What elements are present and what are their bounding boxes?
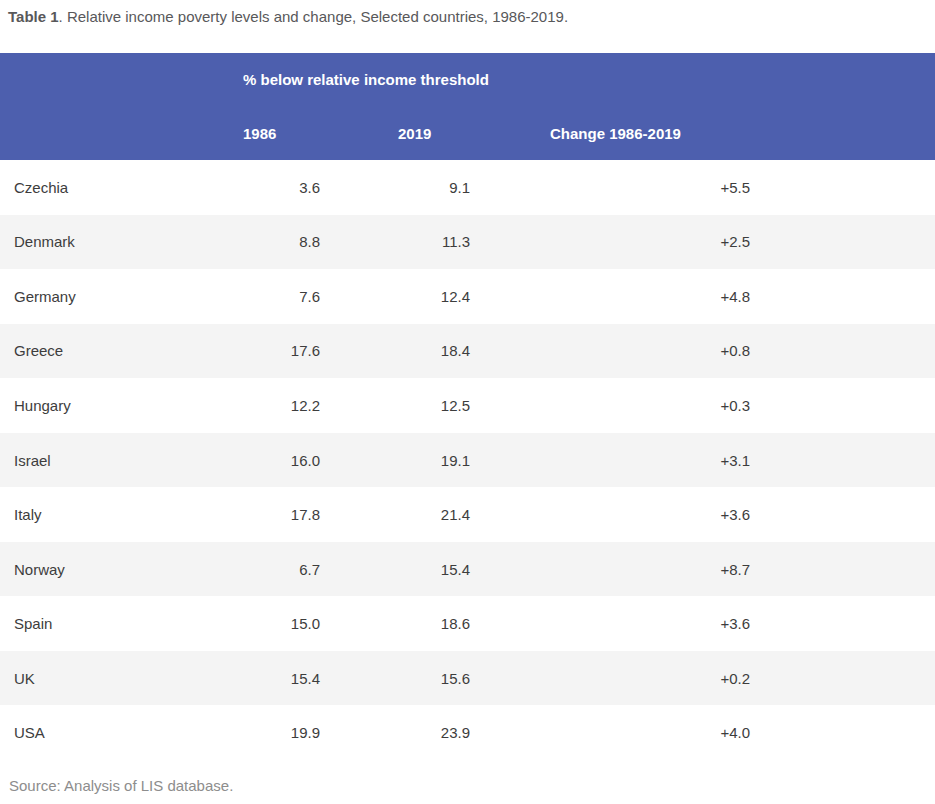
table-body: Czechia3.69.1+5.5Denmark8.811.3+2.5Germa… (0, 160, 935, 760)
table-row: USA19.923.9+4.0 (0, 705, 935, 760)
table-row: Italy17.821.4+3.6 (0, 487, 935, 542)
table-row: Germany7.612.4+4.8 (0, 269, 935, 324)
col-header-1986: 1986 (243, 125, 398, 142)
country-cell: Norway (0, 561, 243, 578)
country-cell: Hungary (0, 397, 243, 414)
table-row: UK15.415.6+0.2 (0, 651, 935, 706)
table-title-prefix: Table 1 (8, 8, 59, 25)
table-row: Spain15.018.6+3.6 (0, 596, 935, 651)
country-cell: Germany (0, 288, 243, 305)
table-row: Denmark8.811.3+2.5 (0, 215, 935, 270)
value-2019-cell: 23.9 (398, 724, 550, 741)
table-header-group-row: % below relative income threshold (0, 53, 935, 106)
table-title-text: . Relative income poverty levels and cha… (59, 8, 568, 25)
value-1986-cell: 15.0 (243, 615, 398, 632)
change-cell: +4.0 (550, 724, 935, 741)
value-1986-cell: 7.6 (243, 288, 398, 305)
country-cell: Italy (0, 506, 243, 523)
value-2019-cell: 18.4 (398, 342, 550, 359)
table-header-columns-row: 1986 2019 Change 1986-2019 (0, 106, 935, 160)
value-1986-cell: 8.8 (243, 233, 398, 250)
col-header-change: Change 1986-2019 (550, 125, 935, 142)
change-cell: +3.6 (550, 506, 935, 523)
country-cell: USA (0, 724, 243, 741)
value-2019-cell: 19.1 (398, 452, 550, 469)
value-1986-cell: 16.0 (243, 452, 398, 469)
table-title: Table 1. Relative income poverty levels … (0, 0, 935, 53)
value-1986-cell: 6.7 (243, 561, 398, 578)
table-row: Norway6.715.4+8.7 (0, 542, 935, 597)
table-row: Hungary12.212.5+0.3 (0, 378, 935, 433)
page: Table 1. Relative income poverty levels … (0, 0, 935, 804)
value-2019-cell: 12.5 (398, 397, 550, 414)
value-2019-cell: 12.4 (398, 288, 550, 305)
source-note: Source: Analysis of LIS database. (0, 760, 935, 794)
table-header: % below relative income threshold 1986 2… (0, 53, 935, 160)
group-header-label: % below relative income threshold (243, 71, 489, 88)
country-cell: Denmark (0, 233, 243, 250)
value-1986-cell: 12.2 (243, 397, 398, 414)
value-1986-cell: 19.9 (243, 724, 398, 741)
value-2019-cell: 15.6 (398, 670, 550, 687)
value-1986-cell: 17.6 (243, 342, 398, 359)
change-cell: +0.2 (550, 670, 935, 687)
country-cell: Spain (0, 615, 243, 632)
value-2019-cell: 15.4 (398, 561, 550, 578)
change-cell: +3.6 (550, 615, 935, 632)
table-row: Israel16.019.1+3.1 (0, 433, 935, 488)
change-cell: +5.5 (550, 179, 935, 196)
value-1986-cell: 17.8 (243, 506, 398, 523)
country-cell: Israel (0, 452, 243, 469)
change-cell: +8.7 (550, 561, 935, 578)
country-cell: Czechia (0, 179, 243, 196)
col-header-2019: 2019 (398, 125, 550, 142)
change-cell: +4.8 (550, 288, 935, 305)
value-2019-cell: 9.1 (398, 179, 550, 196)
value-2019-cell: 11.3 (398, 233, 550, 250)
table-row: Greece17.618.4+0.8 (0, 324, 935, 379)
change-cell: +0.8 (550, 342, 935, 359)
value-2019-cell: 21.4 (398, 506, 550, 523)
change-cell: +2.5 (550, 233, 935, 250)
value-1986-cell: 15.4 (243, 670, 398, 687)
country-cell: UK (0, 670, 243, 687)
value-1986-cell: 3.6 (243, 179, 398, 196)
table-row: Czechia3.69.1+5.5 (0, 160, 935, 215)
change-cell: +0.3 (550, 397, 935, 414)
change-cell: +3.1 (550, 452, 935, 469)
country-cell: Greece (0, 342, 243, 359)
value-2019-cell: 18.6 (398, 615, 550, 632)
